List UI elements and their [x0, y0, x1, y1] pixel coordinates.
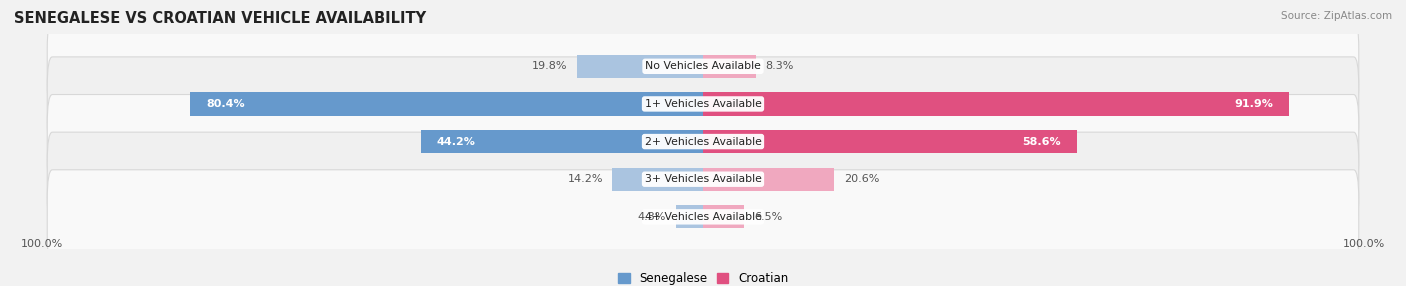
Bar — [703, 55, 756, 78]
Bar — [420, 130, 703, 153]
Bar — [703, 130, 1077, 153]
Text: 20.6%: 20.6% — [844, 174, 879, 184]
Legend: Senegalese, Croatian: Senegalese, Croatian — [613, 268, 793, 286]
Bar — [703, 168, 834, 191]
Text: 80.4%: 80.4% — [207, 99, 245, 109]
Text: 91.9%: 91.9% — [1234, 99, 1274, 109]
Text: 44.2%: 44.2% — [437, 137, 475, 146]
FancyBboxPatch shape — [48, 170, 1358, 264]
Bar — [190, 92, 703, 116]
Bar — [703, 205, 744, 229]
Text: 4.3%: 4.3% — [638, 212, 666, 222]
Text: 2+ Vehicles Available: 2+ Vehicles Available — [644, 137, 762, 146]
Text: 8.3%: 8.3% — [765, 61, 794, 71]
Text: No Vehicles Available: No Vehicles Available — [645, 61, 761, 71]
FancyBboxPatch shape — [48, 132, 1358, 226]
Text: SENEGALESE VS CROATIAN VEHICLE AVAILABILITY: SENEGALESE VS CROATIAN VEHICLE AVAILABIL… — [14, 11, 426, 26]
Text: 3+ Vehicles Available: 3+ Vehicles Available — [644, 174, 762, 184]
Text: 100.0%: 100.0% — [21, 239, 63, 249]
FancyBboxPatch shape — [48, 57, 1358, 151]
Text: 58.6%: 58.6% — [1022, 137, 1062, 146]
Text: 4+ Vehicles Available: 4+ Vehicles Available — [644, 212, 762, 222]
Text: Source: ZipAtlas.com: Source: ZipAtlas.com — [1281, 11, 1392, 21]
Bar — [703, 92, 1289, 116]
Text: 14.2%: 14.2% — [568, 174, 603, 184]
FancyBboxPatch shape — [48, 19, 1358, 113]
FancyBboxPatch shape — [48, 95, 1358, 188]
Text: 19.8%: 19.8% — [531, 61, 567, 71]
Text: 100.0%: 100.0% — [1343, 239, 1385, 249]
Bar — [576, 55, 703, 78]
Text: 1+ Vehicles Available: 1+ Vehicles Available — [644, 99, 762, 109]
Bar — [675, 205, 703, 229]
Bar — [613, 168, 703, 191]
Text: 6.5%: 6.5% — [754, 212, 782, 222]
